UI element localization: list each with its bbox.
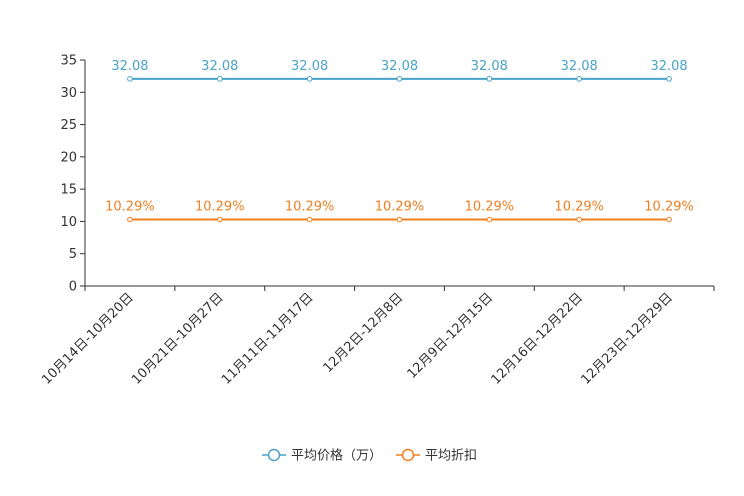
data-point[interactable]	[396, 76, 403, 82]
data-point[interactable]	[216, 76, 223, 82]
data-label: 10.29%	[195, 200, 245, 215]
y-tick-label: 20	[60, 150, 77, 165]
data-point[interactable]	[486, 216, 493, 223]
legend-item-1[interactable]: 平均价格（万）	[262, 448, 382, 464]
data-label: 10.29%	[375, 200, 425, 215]
data-label: 10.29%	[105, 200, 155, 215]
data-point[interactable]	[666, 216, 672, 223]
y-tick-label: 35	[60, 54, 77, 69]
data-label: 32.08	[471, 59, 508, 74]
y-tick-label: 25	[60, 118, 77, 133]
data-point[interactable]	[306, 76, 313, 82]
y-tick-label: 5	[69, 247, 77, 262]
data-point[interactable]	[127, 216, 133, 223]
data-label: 32.08	[381, 59, 418, 74]
data-label: 32.08	[111, 59, 148, 74]
series-1: 32.08 32.08 32.08 32.08 32.08 32.08 32.08	[111, 59, 688, 82]
data-label: 32.08	[650, 59, 687, 74]
x-tick-label: 12月16日-12月22日	[489, 290, 586, 387]
data-point[interactable]	[486, 76, 493, 82]
data-point[interactable]	[306, 216, 313, 223]
data-label: 32.08	[291, 59, 328, 74]
x-tick-label: 10月21日-10月27日	[129, 290, 226, 387]
axes: 0 5 10 15 20 25 30 35 10月14日-10月20日10月21日-10月27日…	[39, 54, 715, 388]
data-point[interactable]	[576, 76, 583, 82]
data-point[interactable]	[576, 216, 583, 223]
data-point[interactable]	[666, 76, 672, 82]
data-point[interactable]	[216, 216, 223, 223]
legend-label: 平均折扣	[425, 449, 477, 464]
data-label: 10.29%	[554, 200, 604, 215]
data-label: 10.29%	[285, 200, 335, 215]
y-tick-label: 15	[60, 183, 77, 198]
series-2: 10.29% 10.29% 10.29% 10.29% 10.29% 10.29% 10.2…	[105, 200, 694, 223]
legend-item-2[interactable]: 平均折扣	[396, 449, 477, 464]
legend-marker-icon	[401, 448, 415, 462]
data-label: 10.29%	[644, 200, 694, 215]
x-tick-label: 12月23日-12月29日	[578, 290, 675, 387]
data-label: 32.08	[201, 59, 238, 74]
data-label: 32.08	[561, 59, 598, 74]
data-point[interactable]	[396, 216, 403, 223]
x-tick-label: 10月14日-10月20日	[39, 290, 136, 387]
legend-label: 平均价格（万）	[291, 448, 382, 464]
y-tick-label: 30	[60, 86, 77, 101]
x-tick-label: 12月9日-12月15日	[405, 290, 497, 382]
x-tick-label: 12月2日-12月8日	[321, 290, 407, 376]
series-group: 32.08 32.08 32.08 32.08 32.08 32.08 32.08 10.29…	[105, 59, 694, 223]
data-label: 10.29%	[465, 200, 515, 215]
legend[interactable]: 平均价格（万） 平均折扣	[262, 448, 477, 464]
x-tick-label: 11月11日-11月17日	[219, 290, 316, 387]
y-tick-label: 0	[69, 280, 77, 295]
data-point[interactable]	[127, 76, 133, 82]
y-tick-label: 10	[60, 215, 77, 230]
legend-marker-icon	[267, 448, 281, 462]
